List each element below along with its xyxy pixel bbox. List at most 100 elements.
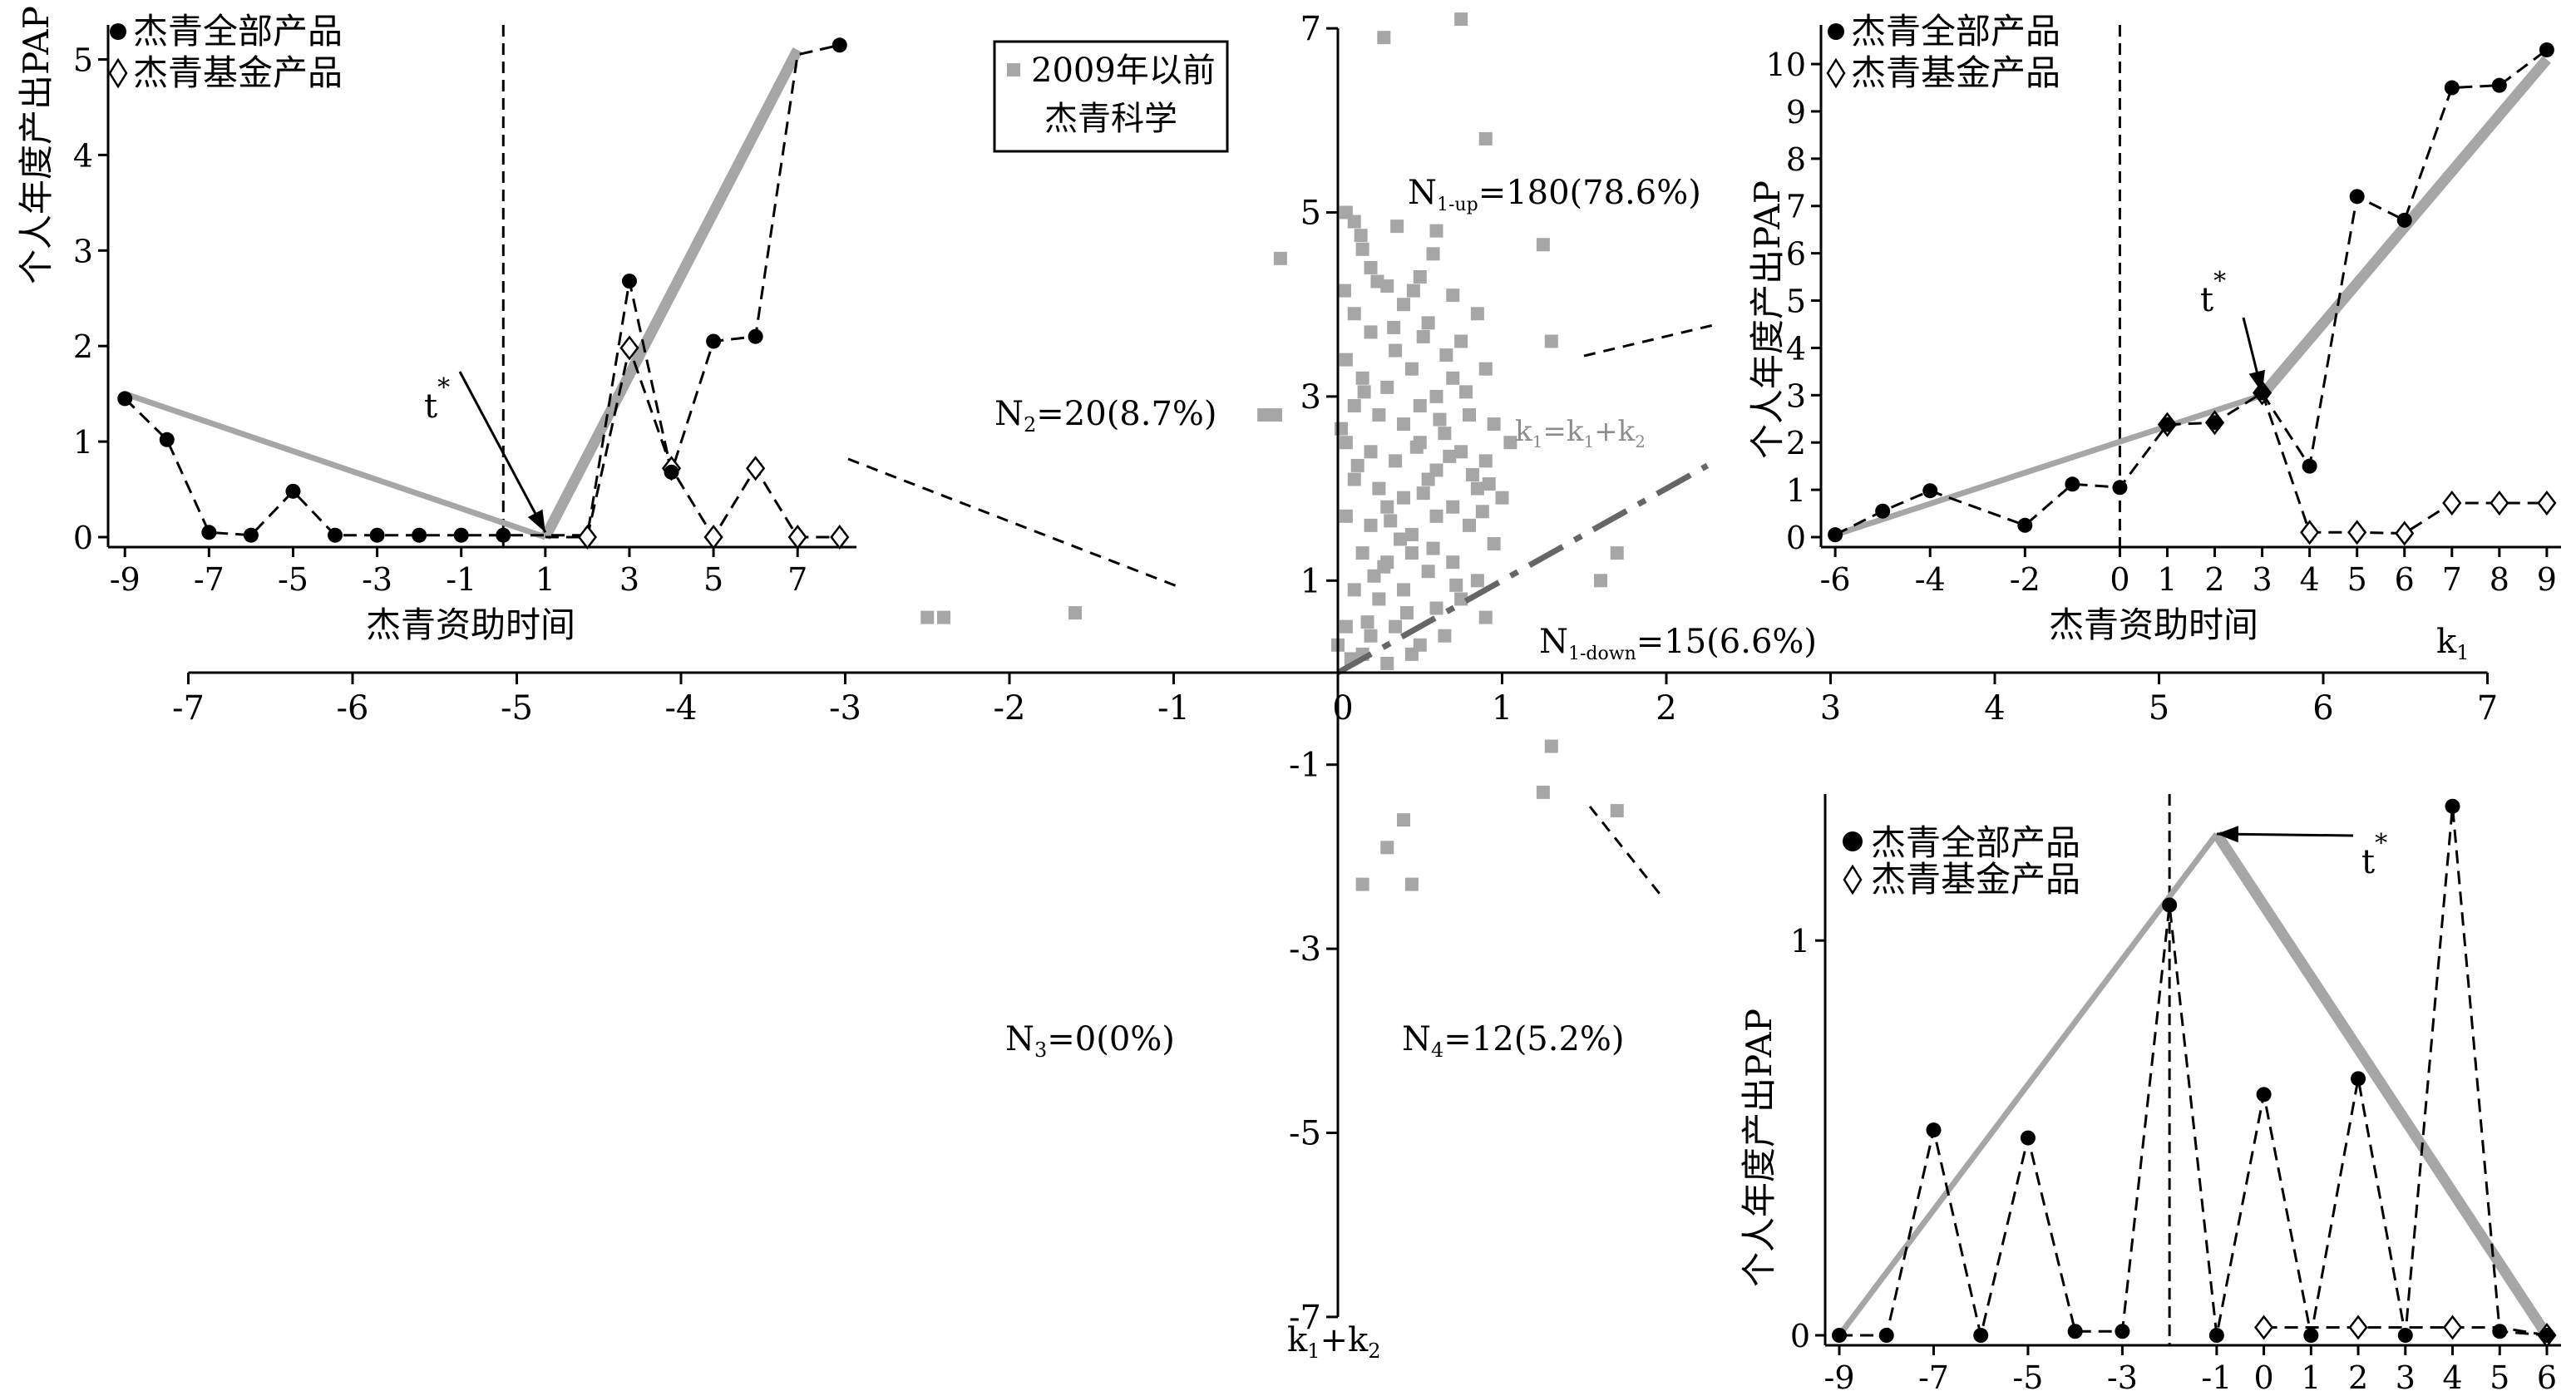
scatter-point — [1438, 629, 1452, 643]
all-product-point — [2017, 517, 2033, 533]
all-product-point — [2115, 1324, 2130, 1339]
x-tick-label: 0 — [1332, 689, 1353, 728]
x-tick-label: 6 — [2537, 1359, 2557, 1396]
scatter-point — [1347, 398, 1361, 412]
scatter-point — [1339, 509, 1353, 523]
y-tick-label: 1 — [73, 424, 93, 461]
callout-line-bottom-right — [1588, 806, 1665, 899]
x-tick-label: -3 — [362, 561, 392, 598]
x-axis-label-k1: k1 — [2436, 623, 2470, 664]
scatter-point — [1429, 601, 1443, 615]
scatter-point — [1384, 514, 1398, 528]
scatter-point — [1372, 481, 1386, 496]
scatter-point — [1347, 215, 1361, 229]
scatter-point — [1380, 656, 1394, 670]
scatter-point — [1397, 583, 1410, 597]
all-product-point — [369, 527, 385, 543]
y-tick-label: 1 — [1790, 923, 1810, 959]
scatter-point — [1446, 555, 1460, 570]
all-product-point — [1878, 1328, 1894, 1343]
all-product-point — [496, 527, 511, 543]
scatter-point — [1339, 353, 1353, 367]
x-tick-label: -1 — [446, 561, 476, 598]
legend-label-all-products: 杰青全部产品 — [133, 11, 343, 52]
scatter-point — [1339, 619, 1353, 634]
scatter-point — [1478, 610, 1493, 624]
all-product-point — [2302, 458, 2317, 474]
all-product-point — [285, 483, 301, 499]
all-product-point — [159, 432, 175, 447]
scatter-point — [1594, 574, 1607, 588]
annotation-n2: N2=20(8.7%) — [994, 395, 1217, 437]
x-tick-label: 3 — [1820, 689, 1841, 728]
x-tick-label: -4 — [1915, 561, 1946, 598]
all-product-point — [1875, 503, 1891, 519]
scatter-point — [1380, 500, 1394, 514]
scatter-point — [1426, 541, 1440, 555]
scatter-point — [1372, 592, 1386, 606]
scatter-point — [1544, 334, 1558, 348]
legend-label-fund-products: 杰青基金产品 — [1871, 859, 2080, 900]
scatter-point — [1536, 785, 1550, 799]
all-product-point — [453, 527, 469, 543]
scatter-point — [1478, 131, 1493, 146]
all-product-point — [1973, 1328, 1989, 1343]
scatter-point — [920, 610, 935, 624]
series-all-products-line — [124, 43, 841, 537]
x-tick-label: 1 — [535, 561, 555, 598]
x-tick-label: 4 — [1984, 689, 2005, 728]
scatter-point — [1406, 284, 1420, 298]
legend-marker-diamond — [1826, 57, 1846, 89]
legend-label-line1: 2009年以前 — [1031, 52, 1216, 90]
tstar-arrow — [2216, 832, 2354, 837]
fit-line-before — [1834, 392, 2263, 538]
legend-label-fund-products: 杰青基金产品 — [1851, 52, 2060, 93]
all-product-point — [2208, 1328, 2224, 1343]
all-product-point — [748, 328, 763, 344]
y-tick-label: 0 — [1790, 1318, 1810, 1354]
scatter-point — [1364, 325, 1378, 339]
main-legend: 2009年以前 杰青科学 — [993, 40, 1229, 153]
y-axis-label-k1k2: k1+k2 — [1287, 1321, 1381, 1363]
fund-product-point — [577, 524, 597, 550]
y-tick-label: 1 — [1300, 562, 1321, 600]
scatter-point — [1350, 458, 1364, 472]
all-product-point — [2020, 1130, 2036, 1146]
all-product-point — [2444, 80, 2460, 96]
scatter-point — [1443, 449, 1457, 463]
legend-marker-diamond — [1843, 864, 1863, 895]
scatter-point — [1413, 269, 1427, 284]
all-product-point — [2303, 1328, 2319, 1343]
scatter-point — [1446, 500, 1460, 514]
scatter-point — [1610, 546, 1624, 560]
annotation-n1-up: N1-up=180(78.6%) — [1408, 174, 1701, 215]
x-tick-label: 7 — [2442, 561, 2462, 598]
tstar-arrow — [458, 371, 547, 533]
scatter-point — [1404, 647, 1419, 661]
scatter-point — [1454, 445, 1468, 459]
all-product-point — [2396, 212, 2412, 228]
x-tick-label: 3 — [2396, 1359, 2416, 1396]
scatter-point — [1380, 841, 1394, 855]
legend-label-all-products: 杰青全部产品 — [1871, 822, 2080, 863]
scatter-point — [1413, 398, 1427, 412]
scatter-point — [1377, 31, 1391, 45]
x-tick-label: 4 — [2300, 561, 2320, 598]
legend-label-fund-products: 杰青基金产品 — [133, 52, 343, 93]
x-tick-label: -3 — [2107, 1359, 2138, 1396]
all-product-point — [117, 391, 133, 407]
scatter-point — [1354, 229, 1368, 243]
fit-line-before — [124, 391, 546, 540]
x-tick-label: 7 — [2477, 689, 2498, 728]
callout-lines — [847, 323, 1718, 899]
scatter-point — [1364, 629, 1378, 643]
scatter-point — [1487, 417, 1501, 432]
scatter-point — [1364, 260, 1378, 274]
x-tick-label: -6 — [337, 689, 369, 728]
scatter-point — [1380, 380, 1394, 394]
scatter-point — [1389, 619, 1403, 634]
scatter-point — [1503, 436, 1517, 450]
all-product-point — [2065, 476, 2080, 492]
scatter-point — [1470, 574, 1484, 588]
